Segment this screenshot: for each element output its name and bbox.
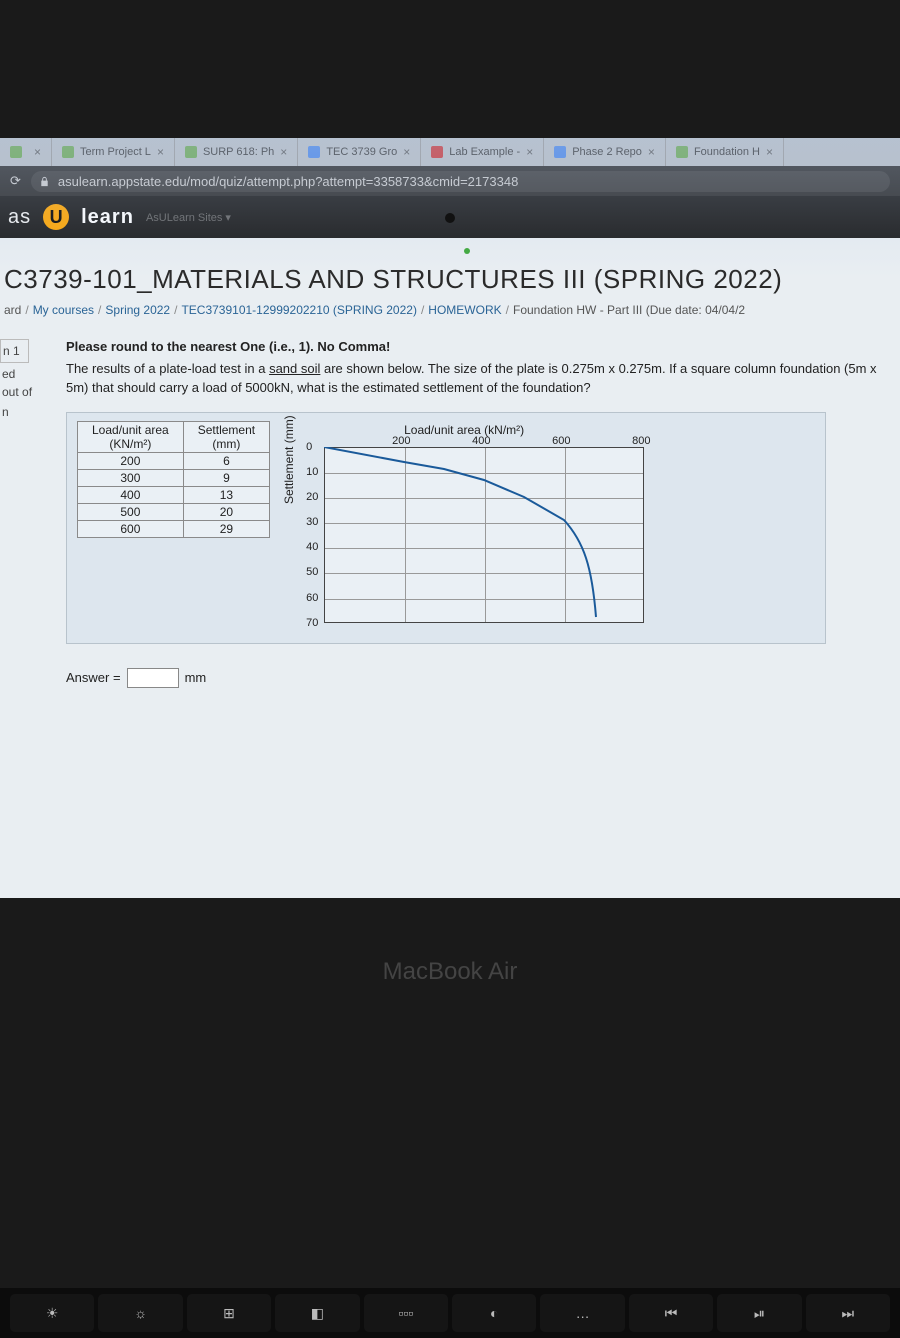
browser-tab[interactable]: SURP 618: Ph × xyxy=(175,138,298,166)
breadcrumb: ard/My courses/Spring 2022/TEC3739101-12… xyxy=(0,301,900,335)
breadcrumb-item: HOMEWORK xyxy=(428,303,501,317)
course-area: C3739-101_MATERIALS AND STRUCTURES III (… xyxy=(0,238,900,898)
url-bar[interactable]: asulearn.appstate.edu/mod/quiz/attempt.p… xyxy=(31,171,890,192)
fn-key[interactable]: ☼ xyxy=(98,1294,182,1332)
laptop-label: MacBook Air xyxy=(0,958,900,986)
x-tick: 800 xyxy=(632,435,650,447)
table-row: 2006 xyxy=(78,452,270,469)
tab-label: SURP 618: Ph xyxy=(203,146,274,158)
fn-key[interactable]: ⏯ xyxy=(717,1294,801,1332)
camera xyxy=(445,213,455,223)
fn-key[interactable]: … xyxy=(540,1294,624,1332)
tab-favicon xyxy=(185,146,197,158)
breadcrumb-item: ard xyxy=(4,303,21,317)
fn-key[interactable]: ◧ xyxy=(275,1294,359,1332)
x-tick: 600 xyxy=(552,435,570,447)
answer-unit: mm xyxy=(185,670,207,685)
table-header: Load/unit area(KN/m²) xyxy=(78,421,184,452)
x-tick: 200 xyxy=(392,435,410,447)
table-row: 3009 xyxy=(78,469,270,486)
fn-key[interactable]: ⊞ xyxy=(187,1294,271,1332)
fn-key[interactable]: ⏮ xyxy=(629,1294,713,1332)
site-switcher[interactable]: AsULearn Sites ▾ xyxy=(146,211,231,224)
browser-tab[interactable]: Lab Example - × xyxy=(421,138,544,166)
browser-tab[interactable]: × xyxy=(0,138,52,166)
settlement-chart: Load/unit area (kN/m²) Settlement (mm) 2… xyxy=(284,421,664,631)
tab-label: Phase 2 Repo xyxy=(572,146,642,158)
fn-key[interactable]: ◐ xyxy=(452,1294,536,1332)
table-row: 40013 xyxy=(78,486,270,503)
question-instruction: Please round to the nearest One (i.e., 1… xyxy=(66,339,892,354)
chart-x-title: Load/unit area (kN/m²) xyxy=(404,423,524,437)
tab-label: TEC 3739 Gro xyxy=(326,146,397,158)
y-tick: 10 xyxy=(306,466,318,478)
table-row: 60029 xyxy=(78,520,270,537)
tab-favicon xyxy=(62,146,74,158)
logo-icon: U xyxy=(43,204,69,230)
plate-load-table: Load/unit area(KN/m²)Settlement(mm)20063… xyxy=(77,421,270,538)
y-tick: 60 xyxy=(306,592,318,604)
breadcrumb-item[interactable]: TEC3739101-12999202210 (SPRING 2022) xyxy=(181,303,417,317)
question-nav: n 1 ed out of n xyxy=(0,335,58,708)
y-tick: 0 xyxy=(306,441,312,453)
x-tick: 400 xyxy=(472,435,490,447)
y-tick: 50 xyxy=(306,566,318,578)
brand-text: learn xyxy=(81,206,134,229)
breadcrumb-item: Foundation HW - Part III (Due date: 04/0… xyxy=(513,303,745,317)
question-status-answered: ed xyxy=(0,367,58,381)
tab-label: Foundation H xyxy=(694,146,760,158)
figure-block: Load/unit area(KN/m²)Settlement(mm)20063… xyxy=(66,412,826,644)
close-icon[interactable]: × xyxy=(34,145,41,159)
y-tick: 30 xyxy=(306,516,318,528)
reload-icon[interactable]: ⟳ xyxy=(10,173,21,189)
close-icon[interactable]: × xyxy=(280,145,287,159)
browser-tab[interactable]: Phase 2 Repo × xyxy=(544,138,666,166)
close-icon[interactable]: × xyxy=(526,145,533,159)
tab-favicon xyxy=(676,146,688,158)
close-icon[interactable]: × xyxy=(403,145,410,159)
y-tick: 20 xyxy=(306,491,318,503)
question-number: n 1 xyxy=(0,339,29,363)
browser-tab-bar: ×Term Project L×SURP 618: Ph×TEC 3739 Gr… xyxy=(0,138,900,166)
chart-y-title: Settlement (mm) xyxy=(282,415,296,504)
course-title: C3739-101_MATERIALS AND STRUCTURES III (… xyxy=(0,256,900,301)
tab-label: Lab Example - xyxy=(449,146,520,158)
question-text: The results of a plate-load test in a sa… xyxy=(66,360,892,398)
table-row: 50020 xyxy=(78,503,270,520)
brand-pre: as xyxy=(8,206,31,229)
breadcrumb-item[interactable]: Spring 2022 xyxy=(105,303,170,317)
tab-favicon xyxy=(431,146,443,158)
y-tick: 70 xyxy=(306,617,318,629)
tab-favicon xyxy=(308,146,320,158)
breadcrumb-item[interactable]: My courses xyxy=(33,303,94,317)
tab-favicon xyxy=(554,146,566,158)
tab-label: Term Project L xyxy=(80,146,151,158)
browser-tab[interactable]: TEC 3739 Gro × xyxy=(298,138,421,166)
close-icon[interactable]: × xyxy=(766,145,773,159)
fn-key[interactable]: ⏭ xyxy=(806,1294,890,1332)
question-flag[interactable]: n xyxy=(0,405,58,419)
y-tick: 40 xyxy=(306,541,318,553)
keyboard-fn-row: ☀☼⊞◧▫▫▫◐…⏮⏯⏭ xyxy=(0,1288,900,1338)
answer-input[interactable] xyxy=(127,668,179,688)
tab-favicon xyxy=(10,146,22,158)
fn-key[interactable]: ☀ xyxy=(10,1294,94,1332)
browser-toolbar: ⟳ asulearn.appstate.edu/mod/quiz/attempt… xyxy=(0,166,900,196)
url-text: asulearn.appstate.edu/mod/quiz/attempt.p… xyxy=(58,174,518,189)
lock-icon xyxy=(39,176,50,187)
answer-label: Answer = xyxy=(66,670,121,685)
camera-led xyxy=(464,248,470,254)
question-status-marked: out of xyxy=(0,385,58,399)
browser-tab[interactable]: Foundation H × xyxy=(666,138,784,166)
close-icon[interactable]: × xyxy=(648,145,655,159)
question-body: Please round to the nearest One (i.e., 1… xyxy=(58,335,900,708)
answer-row: Answer = mm xyxy=(66,668,892,688)
browser-tab[interactable]: Term Project L × xyxy=(52,138,175,166)
table-header: Settlement(mm) xyxy=(183,421,269,452)
close-icon[interactable]: × xyxy=(157,145,164,159)
fn-key[interactable]: ▫▫▫ xyxy=(364,1294,448,1332)
